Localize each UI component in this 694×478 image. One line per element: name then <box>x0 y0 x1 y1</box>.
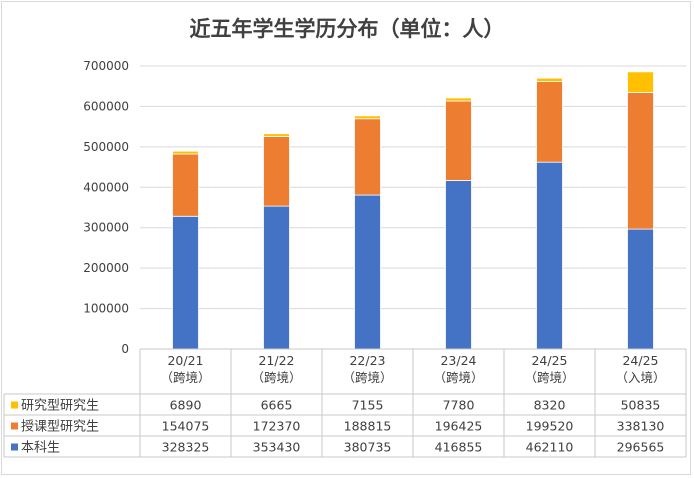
category-label: 24/25 <box>531 353 567 368</box>
legend-key <box>11 401 18 409</box>
data-label: 380735 <box>344 440 392 455</box>
bar-segment-本科生 <box>354 194 381 350</box>
data-label: 296565 <box>617 440 665 455</box>
data-label: 462110 <box>526 440 574 455</box>
bar-segment-授课型研究生 <box>627 92 654 230</box>
y-tick-label: 200000 <box>83 261 129 275</box>
data-label: 416855 <box>435 440 483 455</box>
category-label: （跨境） <box>251 370 301 385</box>
category-label: 24/25 <box>622 353 658 368</box>
data-label: 199520 <box>526 419 574 434</box>
bar-segment-授课型研究生 <box>172 153 199 217</box>
y-tick-label: 500000 <box>83 140 129 154</box>
data-label: 8320 <box>534 398 566 413</box>
bar-segment-研究型研究生 <box>354 115 381 120</box>
bar-segment-授课型研究生 <box>263 136 290 207</box>
bar-segment-授课型研究生 <box>354 118 381 196</box>
y-tick-label: 700000 <box>83 59 129 73</box>
data-table: 20/21 （跨境） 21/22 （跨境） 22/23 （跨境） 23/24 （跨境） 24/2… <box>3 348 687 458</box>
y-tick-label: 0 <box>121 342 129 356</box>
bar-segment-授课型研究生 <box>536 81 563 163</box>
category-label: （跨境） <box>524 370 574 385</box>
data-label: 338130 <box>617 419 665 434</box>
data-label: 353430 <box>253 440 301 455</box>
category-label: 23/24 <box>440 353 476 368</box>
bars <box>172 71 654 350</box>
legend-label: 研究型研究生 <box>21 399 99 414</box>
bar-segment-本科生 <box>445 180 472 350</box>
bar-segment-研究型研究生 <box>263 133 290 137</box>
category-label: （跨境） <box>342 370 392 385</box>
y-tick-label: 600000 <box>83 99 129 113</box>
category-label: 20/21 <box>167 353 203 368</box>
bar-segment-研究型研究生 <box>172 150 199 155</box>
chart-title: 近五年学生学历分布（单位：人） <box>190 17 505 41</box>
data-label: 188815 <box>344 419 392 434</box>
data-label: 7155 <box>352 398 384 413</box>
bar-segment-研究型研究生 <box>536 77 563 82</box>
bar-segment-本科生 <box>536 161 563 350</box>
data-label: 6665 <box>261 398 293 413</box>
bar-segment-授课型研究生 <box>445 100 472 181</box>
legend-key <box>11 422 18 430</box>
data-label: 172370 <box>253 419 301 434</box>
y-tick-label: 100000 <box>83 302 129 316</box>
y-axis-ticks: 0 100000 200000 300000 400000 500000 600000 700… <box>83 59 129 356</box>
legend-key <box>11 443 18 451</box>
bar-segment-研究型研究生 <box>445 97 472 102</box>
category-label: 21/22 <box>258 353 294 368</box>
data-label: 50835 <box>621 398 661 413</box>
bar-segment-本科生 <box>172 215 199 350</box>
category-label: （入境） <box>615 370 665 385</box>
data-label: 154075 <box>162 419 210 434</box>
category-label: （跨境） <box>433 370 483 385</box>
y-tick-label: 300000 <box>83 221 129 235</box>
bar-segment-研究型研究生 <box>627 71 654 93</box>
gridlines <box>140 65 686 310</box>
data-label: 7780 <box>443 398 475 413</box>
category-label: （跨境） <box>160 370 210 385</box>
category-label: 22/23 <box>349 353 385 368</box>
legend-label: 本科生 <box>21 441 60 456</box>
data-label: 328325 <box>162 440 210 455</box>
bar-segment-本科生 <box>263 205 290 350</box>
data-label: 196425 <box>435 419 483 434</box>
bar-segment-本科生 <box>627 228 654 350</box>
y-tick-label: 400000 <box>83 180 129 194</box>
legend-label: 授课型研究生 <box>21 420 99 435</box>
data-label: 6890 <box>170 398 202 413</box>
